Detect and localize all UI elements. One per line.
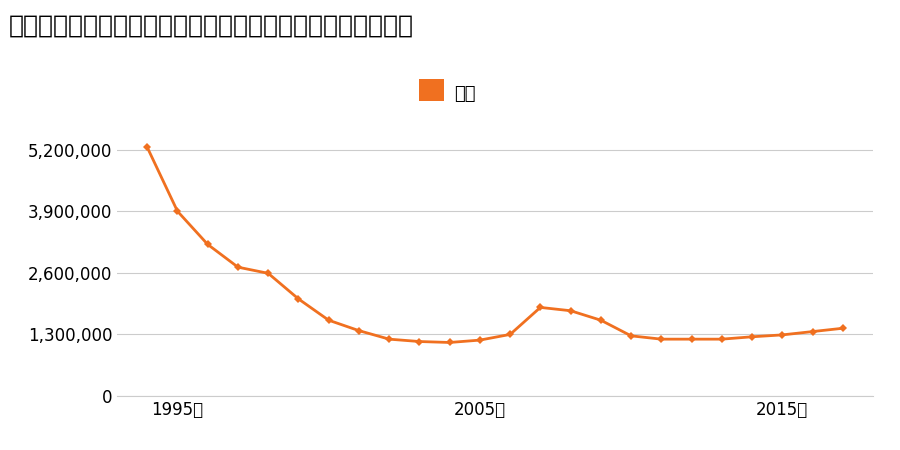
Text: 価格: 価格 [454,85,476,103]
Text: 大阪府大阪市北区曽根崎新地２丁目４２番３３外の地価推移: 大阪府大阪市北区曽根崎新地２丁目４２番３３外の地価推移 [9,14,414,37]
